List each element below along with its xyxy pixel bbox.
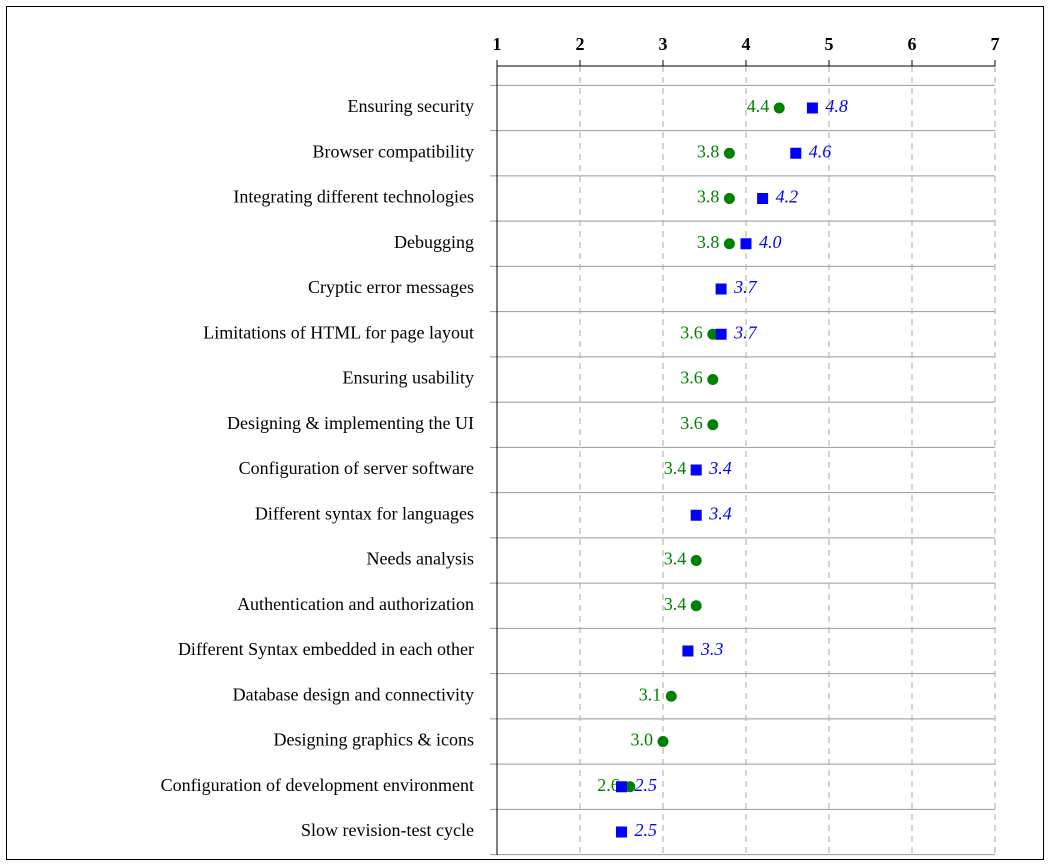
square [715,328,727,340]
category-label: Designing & implementing the UI [227,413,474,433]
value-label: 3.0 [631,730,654,750]
value-label: 3.8 [697,141,720,161]
value-label: 3.4 [708,503,732,523]
category-label: Designing graphics & icons [274,730,474,750]
category-label: Debugging [394,232,474,252]
value-label: 3.3 [700,639,724,659]
x-tick-label: 4 [742,34,751,54]
value-label: 3.6 [680,368,703,388]
value-label: 3.8 [697,232,720,252]
category-label: Needs analysis [367,549,474,569]
chart-border [6,6,1044,860]
category-label: Cryptic error messages [308,277,474,297]
dot [707,374,719,385]
square [616,826,627,838]
square [806,102,818,114]
category-label: Authentication and authorization [237,594,474,614]
x-tick-label: 6 [908,34,917,54]
x-tick-label: 5 [825,34,834,54]
square [715,283,727,295]
x-tick-label: 2 [576,34,585,54]
square [682,645,694,657]
dot [624,781,636,793]
category-label: Different syntax for languages [255,503,474,523]
square [690,464,702,476]
category-label: Integrating different technologies [233,187,474,207]
category-label: Slow revision-test cycle [301,820,474,840]
square [690,509,702,521]
value-label: 2.5 [635,775,658,795]
category-label: Configuration of development environment [161,775,474,795]
square [616,781,627,793]
dot [707,328,719,340]
dot [657,736,669,747]
value-label: 4.6 [809,141,832,161]
square [757,193,769,204]
x-tick-label: 3 [659,34,668,54]
dot [690,600,702,612]
dot [723,147,735,159]
value-label: 3.1 [639,684,662,704]
category-label: Limitations of HTML for page layout [203,322,474,342]
dot [723,193,735,204]
square [740,238,752,250]
value-label: 3.4 [664,458,687,478]
value-label: 4.8 [825,96,848,116]
value-label: 4.0 [759,232,782,252]
value-label: 4.2 [776,187,799,207]
value-label: 3.4 [664,549,687,569]
category-label: Browser compatibility [313,141,474,161]
category-label: Different Syntax embedded in each other [178,639,474,659]
value-label: 3.6 [680,322,703,342]
category-label: Ensuring security [348,96,474,116]
value-label: 2.6 [597,775,620,795]
value-label: 2.5 [635,820,658,840]
dot [723,238,735,250]
dot [773,102,785,114]
dot [665,690,677,702]
value-label: 3.7 [733,277,758,297]
category-label: Ensuring usability [343,368,475,388]
square [790,147,802,159]
value-label: 3.8 [697,187,720,207]
value-label: 3.6 [680,413,703,433]
value-label: 3.7 [733,322,758,342]
x-tick-label: 7 [991,34,1000,54]
value-label: 4.4 [747,96,770,116]
dot [707,419,719,431]
category-label: Configuration of server software [239,458,474,478]
value-label: 3.4 [664,594,687,614]
x-tick-label: 1 [493,34,502,54]
value-label: 3.4 [708,458,732,478]
dot [690,555,702,566]
category-label: Database design and connectivity [233,684,474,704]
